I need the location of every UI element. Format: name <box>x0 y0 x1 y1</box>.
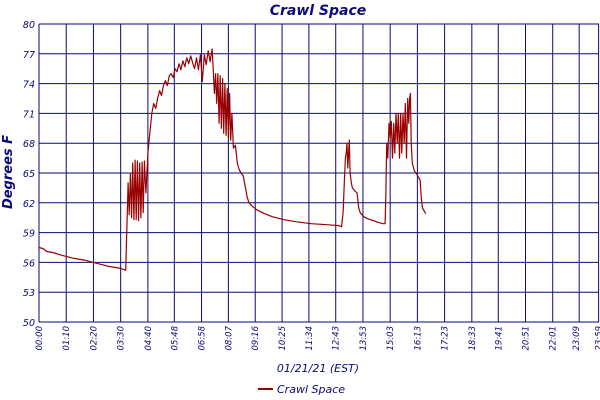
y-tick-label: 65 <box>23 169 35 180</box>
y-tick-label: 50 <box>23 318 35 329</box>
chart-title: Crawl Space <box>270 3 367 19</box>
x-tick-label: 22:01 <box>549 326 559 351</box>
chart-grid <box>38 23 600 323</box>
x-tick-label: 15:03 <box>386 326 396 351</box>
y-tick-label: 53 <box>23 288 35 299</box>
y-tick-label: 80 <box>23 20 35 31</box>
y-tick-label: 74 <box>23 80 35 91</box>
x-tick-label: 06:58 <box>198 325 208 350</box>
x-tick-label: 04:40 <box>144 326 154 351</box>
x-tick-label: 05:48 <box>170 325 180 350</box>
x-tick-label: 09:16 <box>251 325 261 350</box>
x-tick-label: 01:10 <box>62 326 72 351</box>
series-line-crawl-space <box>38 48 427 271</box>
x-tick-label: 12:43 <box>332 326 342 351</box>
x-axis-ticks: 00:00 01:10 02:20 03:30 04:40 05:48 06:58 08:07… <box>35 325 600 350</box>
x-tick-label: 03:30 <box>117 326 127 351</box>
x-tick-label: 10:25 <box>278 326 288 351</box>
y-axis-ticks: 50 53 56 59 62 65 68 71 74 77 80 <box>23 20 35 329</box>
y-tick-label: 62 <box>23 199 35 210</box>
x-tick-label: 19:41 <box>494 326 504 351</box>
x-tick-label: 23:59 <box>595 326 600 351</box>
legend-label: Crawl Space <box>277 383 345 396</box>
x-tick-label: 16:13 <box>413 326 423 351</box>
x-tick-label: 00:00 <box>35 326 45 351</box>
x-tick-label: 08:07 <box>224 325 234 350</box>
x-tick-label: 18:33 <box>468 326 478 351</box>
y-axis-label: Degrees F <box>1 135 16 209</box>
x-tick-label: 23:09 <box>572 326 582 351</box>
x-axis-label: 01/21/21 (EST) <box>277 362 359 375</box>
y-tick-label: 59 <box>23 229 35 240</box>
series-group <box>38 48 427 271</box>
y-tick-label: 77 <box>23 50 35 61</box>
x-tick-label: 11:34 <box>305 326 315 351</box>
x-tick-label: 02:20 <box>89 326 99 351</box>
x-tick-label: 13:53 <box>359 326 369 351</box>
x-tick-label: 20:51 <box>522 326 532 351</box>
y-tick-label: 68 <box>23 139 35 150</box>
legend: Crawl Space <box>258 383 345 396</box>
x-tick-label: 17:23 <box>441 326 451 351</box>
y-tick-label: 56 <box>23 258 35 269</box>
y-tick-label: 71 <box>23 109 35 120</box>
